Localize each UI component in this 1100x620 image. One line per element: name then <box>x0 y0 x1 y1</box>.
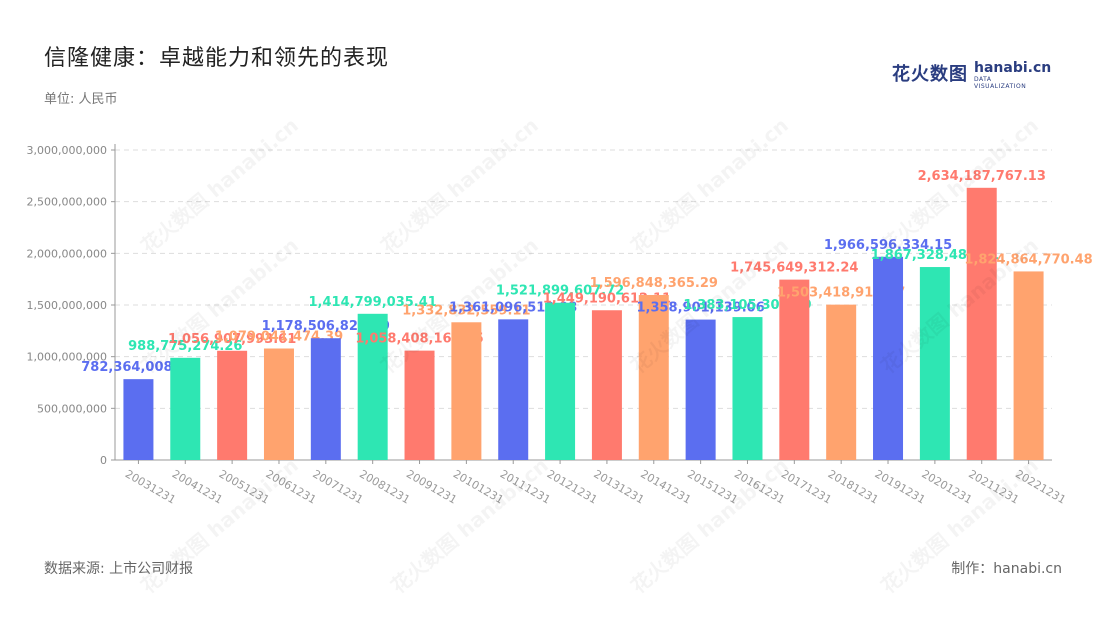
data-label: 2,634,187,767.13 <box>918 169 1046 184</box>
bar <box>217 350 248 460</box>
data-label: 1,414,799,035.41 <box>309 295 437 310</box>
x-tick-label: 20211231 <box>966 467 1021 506</box>
brand-logo[interactable]: 花火数图 hanabi.cn DATA VISUALIZATION <box>892 60 1051 90</box>
bar <box>685 319 716 460</box>
bar <box>966 187 997 460</box>
x-tick-label: 20171231 <box>779 467 834 506</box>
x-tick-label: 20051231 <box>217 467 272 506</box>
bar <box>404 350 435 460</box>
data-label: 1,332,832,559.11 <box>402 303 530 318</box>
x-tick-label: 20061231 <box>263 467 318 506</box>
x-tick-label: 20041231 <box>170 467 225 506</box>
y-tick-label: 1,000,000,000 <box>27 351 107 364</box>
x-tick-label: 20091231 <box>404 467 459 506</box>
x-tick-label: 20151231 <box>685 467 740 506</box>
data-source: 数据来源: 上市公司财报 <box>44 561 194 577</box>
bar <box>919 267 950 460</box>
bar <box>498 319 529 460</box>
x-tick-label: 20201231 <box>919 467 974 506</box>
logo-en-text: hanabi.cn <box>974 60 1052 76</box>
data-label: 1,596,848,365.29 <box>590 276 718 291</box>
data-label: 1,521,899,607.72 <box>496 284 624 299</box>
data-label: 1,056,907,993.61 <box>168 332 296 347</box>
bar <box>826 304 857 460</box>
bar <box>357 313 388 460</box>
y-tick-label: 2,000,000,000 <box>27 247 107 260</box>
x-tick-label: 20111231 <box>498 467 553 506</box>
bar <box>123 379 154 460</box>
data-label: 1,358,901,139.06 <box>636 301 764 316</box>
y-tick-label: 500,000,000 <box>37 402 107 415</box>
maker-credit: 制作：hanabi.cn <box>951 561 1062 577</box>
x-tick-label: 20081231 <box>357 467 412 506</box>
data-label: 782,364,008.96 <box>81 360 195 375</box>
bar <box>732 317 763 460</box>
x-tick-label: 20071231 <box>310 467 365 506</box>
bar <box>873 256 904 460</box>
x-tick-label: 20101231 <box>451 467 506 506</box>
x-tick-label: 20141231 <box>638 467 693 506</box>
x-tick-label: 20131231 <box>591 467 646 506</box>
y-tick-label: 1,500,000,000 <box>27 299 107 312</box>
bar <box>263 348 294 460</box>
bar <box>779 279 810 460</box>
y-tick-label: 2,500,000,000 <box>27 196 107 209</box>
y-tick-label: 3,000,000,000 <box>27 144 107 157</box>
bar <box>638 294 669 460</box>
unit-label: 单位: 人民币 <box>44 92 118 107</box>
data-label: 988,775,274.26 <box>128 339 242 354</box>
x-tick-label: 20121231 <box>545 467 600 506</box>
bar <box>451 322 482 460</box>
x-tick-label: 20031231 <box>123 467 178 506</box>
bar <box>591 310 622 460</box>
data-label: 1,824,864,770.48 <box>964 252 1092 267</box>
bar <box>170 357 201 460</box>
data-label: 1,745,649,312.24 <box>730 261 858 276</box>
bar <box>310 338 341 460</box>
chart-title: 信隆健康：卓越能力和领先的表现 <box>44 46 390 71</box>
x-tick-label: 20221231 <box>1013 467 1068 506</box>
x-tick-label: 20161231 <box>732 467 787 506</box>
logo-sub-text: DATA VISUALIZATION <box>974 76 1027 90</box>
bar <box>1013 271 1044 460</box>
bar <box>545 302 576 460</box>
y-tick-label: 0 <box>100 454 107 467</box>
data-label: 1,966,596,334.15 <box>824 238 952 253</box>
logo-cn-text: 花火数图 <box>892 64 968 85</box>
x-tick-label: 20181231 <box>826 467 881 506</box>
x-tick-label: 20191231 <box>873 467 928 506</box>
